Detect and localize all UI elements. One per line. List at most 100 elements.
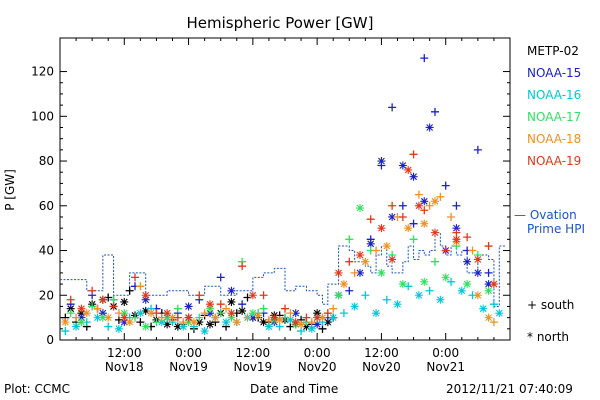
point-south-noaa19 xyxy=(152,309,161,318)
x-tick-label-time-2: 12:00 xyxy=(236,346,271,360)
x-tick-label-date-2: Nov19 xyxy=(234,360,273,374)
point-north-metp02 xyxy=(195,318,204,327)
point-north-noaa16 xyxy=(200,327,209,336)
point-north-noaa19 xyxy=(141,291,150,300)
point-north-metp02 xyxy=(313,309,322,318)
point-north-noaa16 xyxy=(307,324,316,333)
point-south-noaa18 xyxy=(200,309,209,318)
point-north-metp02 xyxy=(163,320,172,329)
point-north-noaa18 xyxy=(82,309,91,318)
point-south-noaa19 xyxy=(323,309,332,318)
x-tick-label-date-3: Nov20 xyxy=(298,360,337,374)
point-north-noaa18 xyxy=(420,219,429,228)
chart-title: Hemispheric Power [GW] xyxy=(187,14,374,32)
point-south-noaa15 xyxy=(420,54,429,63)
point-north-noaa19 xyxy=(291,318,300,327)
point-north-noaa19 xyxy=(163,309,172,318)
point-north-noaa18 xyxy=(211,313,220,322)
point-south-noaa15 xyxy=(398,201,407,210)
point-north-noaa15 xyxy=(409,172,418,181)
point-north-noaa19 xyxy=(334,268,343,277)
point-south-noaa18 xyxy=(114,309,123,318)
legend-item-noaa18: NOAA-18 xyxy=(527,132,582,146)
point-south-noaa19 xyxy=(216,300,225,309)
point-north-noaa18 xyxy=(431,197,439,206)
point-north-noaa16 xyxy=(495,309,504,318)
point-south-noaa18 xyxy=(468,246,477,255)
point-north-noaa18 xyxy=(404,224,413,233)
point-south-noaa19 xyxy=(195,291,204,300)
point-north-noaa15 xyxy=(366,239,375,248)
point-north-noaa17 xyxy=(334,291,343,300)
point-north-noaa17 xyxy=(184,318,193,327)
y-tick-label-0: 0 xyxy=(46,333,54,347)
x-tick-label-time-1: 0:00 xyxy=(175,346,202,360)
y-tick-label-2: 40 xyxy=(39,244,54,258)
point-south-noaa18 xyxy=(329,304,338,313)
point-north-noaa16 xyxy=(264,322,273,331)
point-north-noaa15 xyxy=(98,309,107,318)
point-north-metp02 xyxy=(206,320,214,329)
point-south-noaa17 xyxy=(66,309,75,318)
footer-plot-source: Plot: CCMC xyxy=(4,382,70,396)
point-south-noaa15 xyxy=(409,219,418,228)
point-north-noaa15 xyxy=(356,268,364,277)
point-north-noaa15 xyxy=(227,286,236,295)
point-south-metp02 xyxy=(318,324,327,333)
point-north-noaa16 xyxy=(114,324,123,333)
point-south-noaa17 xyxy=(216,309,225,318)
point-north-noaa18 xyxy=(484,313,493,322)
point-south-noaa18 xyxy=(136,282,145,291)
point-north-noaa17 xyxy=(441,273,450,282)
point-north-noaa19 xyxy=(377,224,386,233)
point-north-noaa15 xyxy=(291,309,300,318)
point-north-noaa15 xyxy=(398,161,407,170)
point-north-noaa15 xyxy=(77,313,86,322)
point-south-noaa19 xyxy=(463,233,472,242)
x-tick-label-date-4: Nov20 xyxy=(362,360,401,374)
point-north-noaa16 xyxy=(222,318,231,327)
point-south-noaa19 xyxy=(484,242,493,251)
point-north-noaa17 xyxy=(356,204,364,213)
point-south-noaa16 xyxy=(447,277,456,286)
point-north-noaa15 xyxy=(420,197,429,206)
point-north-noaa19 xyxy=(414,201,423,210)
y-axis-label: P [GW] xyxy=(3,169,17,211)
point-north-noaa18 xyxy=(275,315,284,324)
point-south-noaa15 xyxy=(238,300,247,309)
point-south-noaa18 xyxy=(372,246,381,255)
point-south-noaa18 xyxy=(222,304,231,313)
point-north-noaa17 xyxy=(120,309,129,318)
point-south-noaa19 xyxy=(366,215,375,224)
point-north-noaa19 xyxy=(313,313,322,322)
point-north-noaa18 xyxy=(104,313,113,322)
plot-frame xyxy=(59,37,511,341)
point-north-metp02 xyxy=(141,306,150,315)
point-north-metp02 xyxy=(323,318,332,327)
point-south-noaa18 xyxy=(425,201,434,210)
point-south-noaa18 xyxy=(243,313,252,322)
point-north-noaa18 xyxy=(382,242,391,251)
point-north-noaa15 xyxy=(184,302,193,311)
point-south-noaa15 xyxy=(388,103,397,112)
point-north-noaa15 xyxy=(425,123,434,132)
point-north-noaa18 xyxy=(125,318,134,327)
ovation-hpi-line xyxy=(60,232,506,307)
point-south-noaa19 xyxy=(420,206,429,215)
point-north-metp02 xyxy=(120,297,129,306)
point-south-metp02 xyxy=(125,286,134,295)
point-south-noaa19 xyxy=(302,313,311,322)
point-south-noaa16 xyxy=(425,286,434,295)
point-south-noaa19 xyxy=(441,246,450,255)
point-south-noaa17 xyxy=(152,318,161,327)
x-tick-label-time-4: 12:00 xyxy=(364,346,399,360)
point-south-noaa15 xyxy=(484,268,493,277)
point-north-noaa19 xyxy=(206,300,214,309)
point-south-noaa17 xyxy=(259,304,268,313)
point-south-noaa18 xyxy=(72,313,81,322)
point-north-noaa16 xyxy=(393,300,402,309)
point-north-noaa17 xyxy=(420,277,429,286)
point-north-noaa16 xyxy=(286,315,295,324)
legend-item-noaa17: NOAA-17 xyxy=(527,110,582,124)
